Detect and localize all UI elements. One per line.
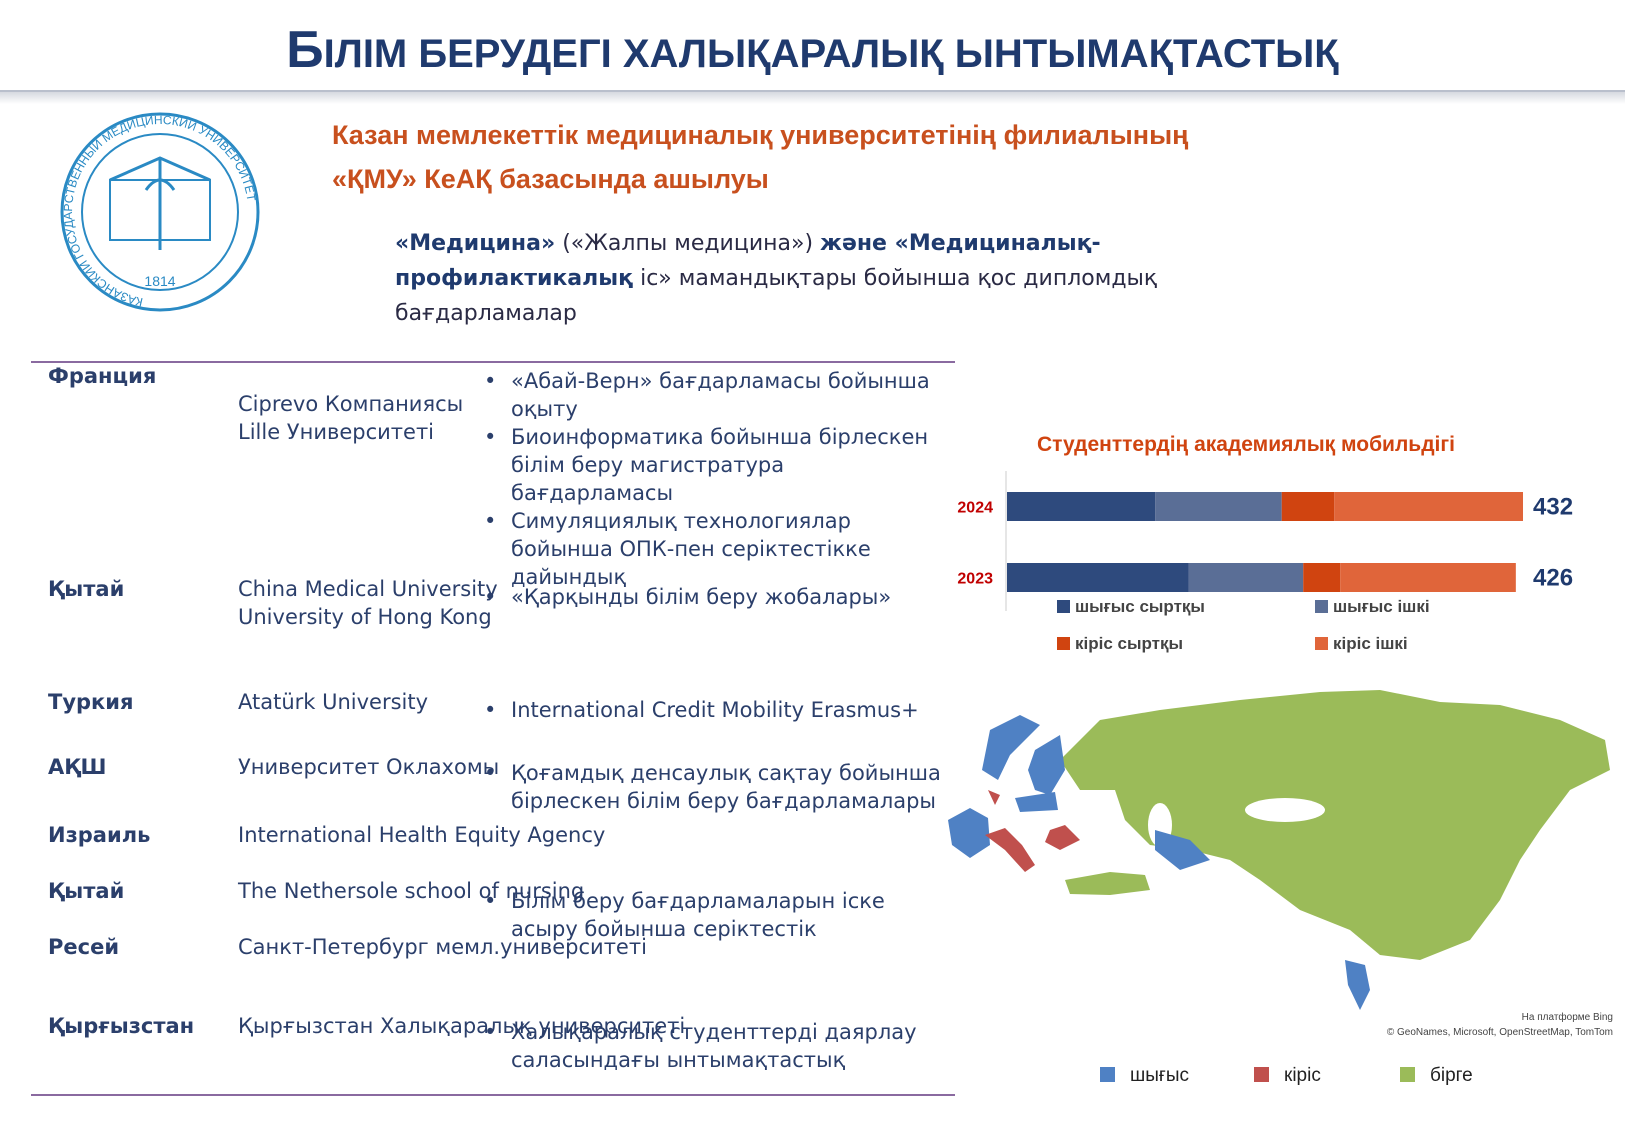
bar-segment	[1334, 492, 1523, 521]
table-rule	[31, 1094, 955, 1096]
logo: КАЗАНСКИЙ ГОСУДАРСТВЕННЫЙ МЕДИЦИНСКИЙ УН…	[60, 112, 260, 312]
partner: Университет Оклахомы	[238, 755, 500, 779]
chart-title: Студенттердің академиялық мобильдігі	[1037, 433, 1455, 456]
category-label: 2024	[957, 500, 993, 517]
description-part: және «Медициналық-профилактикалық	[395, 231, 1101, 291]
bullet-item: International Credit Mobility Erasmus+	[484, 696, 941, 724]
total-label: 426	[1533, 565, 1573, 592]
slide-title: БІЛІМ БЕРУДЕГІ ХАЛЫҚАРАЛЫҚ ЫНТЫМАҚТАСТЫҚ	[286, 21, 1339, 79]
bar-segment	[1188, 563, 1304, 592]
legend-swatch	[1315, 637, 1328, 650]
bar-segment	[1007, 492, 1156, 521]
map-attribution: © GeoNames, Microsoft, OpenStreetMap, To…	[1387, 1027, 1613, 1038]
partner: China Medical University	[238, 577, 498, 601]
description-part: «Медицина»	[395, 231, 556, 256]
region-together	[1065, 872, 1150, 895]
description-part: («Жалпы медицина»)	[562, 231, 814, 256]
total-label: 432	[1533, 494, 1573, 521]
legend-label: шығыс сыртқы	[1075, 597, 1205, 616]
country: Қытай	[48, 879, 125, 903]
legend-swatch	[1315, 600, 1328, 613]
country: Франция	[48, 364, 157, 388]
chart: Студенттердің академиялық мобильдігі 202…	[957, 433, 1573, 653]
legend-swatch	[1057, 637, 1070, 650]
description: «Медицина» («Жалпы медицина») және «Меди…	[395, 226, 1215, 331]
subtitle: Казан мемлекеттік медициналық университе…	[332, 120, 1189, 150]
region-together	[1060, 690, 1610, 960]
category-label: 2023	[957, 571, 993, 588]
legend-label: шығыс ішкі	[1333, 597, 1430, 616]
bullet-item: Симуляциялық технологиялар бойынша ОПК-п…	[484, 507, 941, 591]
bar-segment	[1281, 492, 1335, 521]
legend-label: кіріс ішкі	[1333, 634, 1408, 653]
map-legend-swatch	[1254, 1067, 1269, 1082]
bullet-item: «Қарқынды білім беру жобалары»	[484, 583, 941, 611]
legend-label: кіріс сыртқы	[1075, 634, 1183, 653]
partner: Ciprevo Компаниясы	[238, 392, 464, 416]
map-legend-label: шығыс	[1130, 1065, 1189, 1086]
country: Ресей	[48, 935, 120, 959]
map: шығыс кіріс бірге На платформе Bing © GeoNam…	[948, 690, 1613, 1086]
bullet-item: Білім беру бағдарламаларын іске асыру бо…	[484, 887, 941, 943]
bar-segment	[1007, 563, 1189, 592]
region-incoming	[985, 790, 1080, 872]
region-outgoing	[948, 792, 1370, 1010]
country: Қырғызстан	[48, 1014, 195, 1038]
map-attribution: На платформе Bing	[1522, 1011, 1613, 1023]
map-legend-label: кіріс	[1284, 1065, 1321, 1086]
map-legend-swatch	[1100, 1067, 1115, 1082]
bullet-item: Халықаралық студенттерді даярлау саласын…	[484, 1018, 941, 1074]
partner: Atatürk University	[238, 690, 429, 714]
map-legend-label: бірге	[1430, 1065, 1473, 1086]
legend-swatch	[1057, 600, 1070, 613]
country: АҚШ	[48, 755, 107, 779]
partner: University of Hong Kong	[238, 605, 492, 629]
map-legend-swatch	[1400, 1067, 1415, 1082]
table-rule	[31, 361, 955, 363]
partner: Lille Университеті	[238, 420, 435, 444]
bar-segment	[1155, 492, 1282, 521]
logo-year: 1814	[144, 273, 175, 289]
partner: International Health Equity Agency	[238, 823, 606, 847]
country: Қытай	[48, 577, 125, 601]
bullet-item: Биоинформатика бойынша бірлескен білім б…	[484, 423, 941, 507]
subtitle: «ҚМУ» КеАҚ базасында ашылуы	[332, 164, 769, 194]
bar-segment	[1340, 563, 1516, 592]
country: Израиль	[48, 823, 151, 847]
bar-segment	[1303, 563, 1341, 592]
partner: Санкт-Петербург мемл.университеті	[238, 935, 647, 959]
description-part: іс» мамандықтары бойынша қос дипломдық б…	[395, 266, 1158, 326]
sea	[1245, 798, 1325, 822]
region-outgoing	[982, 715, 1065, 795]
header-band	[0, 90, 1625, 104]
country: Туркия	[48, 690, 134, 714]
bullet-item: Қоғамдық денсаулық сақтау бойынша бірлес…	[484, 759, 941, 815]
bullet-item: «Абай-Верн» бағдарламасы бойынша оқыту	[484, 367, 941, 423]
